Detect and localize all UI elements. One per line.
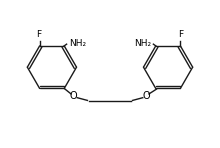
Text: O: O bbox=[70, 91, 78, 101]
Text: F: F bbox=[36, 30, 42, 39]
Text: F: F bbox=[178, 30, 184, 39]
Text: O: O bbox=[142, 91, 150, 101]
Text: NH₂: NH₂ bbox=[69, 39, 86, 48]
Text: NH₂: NH₂ bbox=[134, 39, 151, 48]
